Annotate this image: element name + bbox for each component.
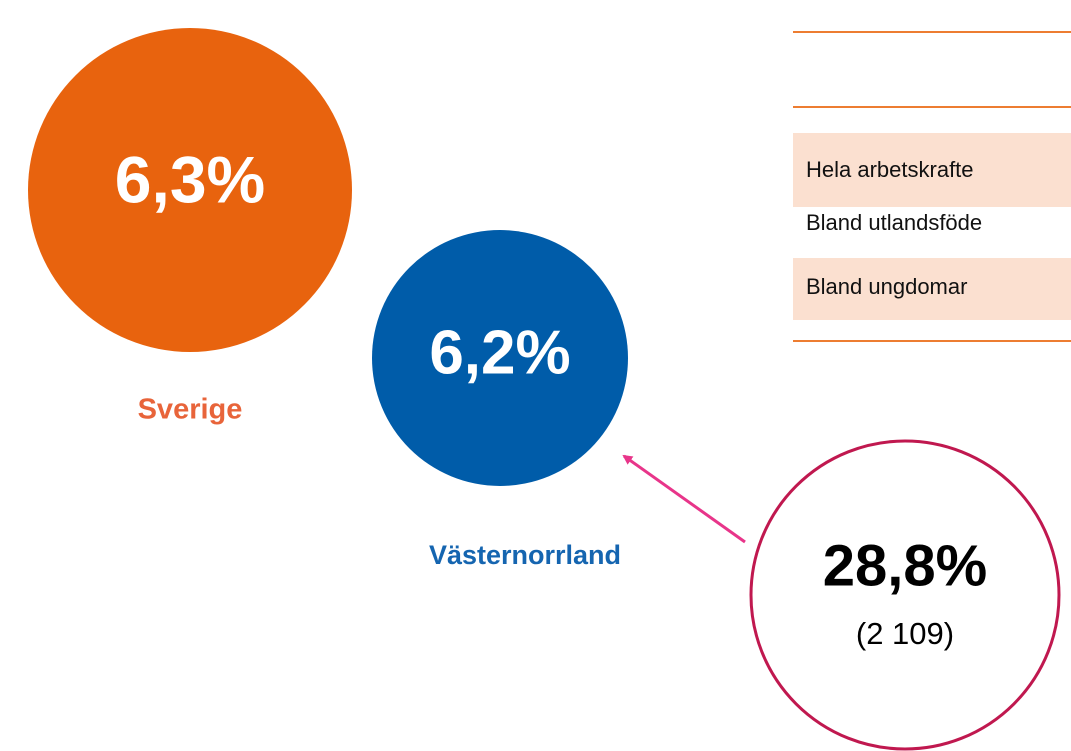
table-row-bg bbox=[793, 258, 1071, 320]
sweden-circle bbox=[28, 28, 352, 352]
youth-value: 28,8% bbox=[823, 533, 987, 598]
table-cell: Hela arbetskrafte bbox=[806, 157, 974, 182]
table-row-bg bbox=[793, 133, 1071, 207]
sweden-label: Sverige bbox=[138, 394, 243, 426]
youth-note: (2 109) bbox=[856, 616, 954, 651]
table-cell: Bland utlandsföde bbox=[806, 210, 982, 235]
sweden-value: 6,3% bbox=[115, 142, 265, 216]
arrow bbox=[622, 454, 746, 544]
region-value: 6,2% bbox=[429, 318, 570, 387]
youth-circle bbox=[749, 439, 1061, 751]
region-label: Västernorrland bbox=[429, 540, 621, 570]
region-circle bbox=[372, 230, 628, 486]
table-cell: Bland ungdomar bbox=[806, 274, 967, 299]
